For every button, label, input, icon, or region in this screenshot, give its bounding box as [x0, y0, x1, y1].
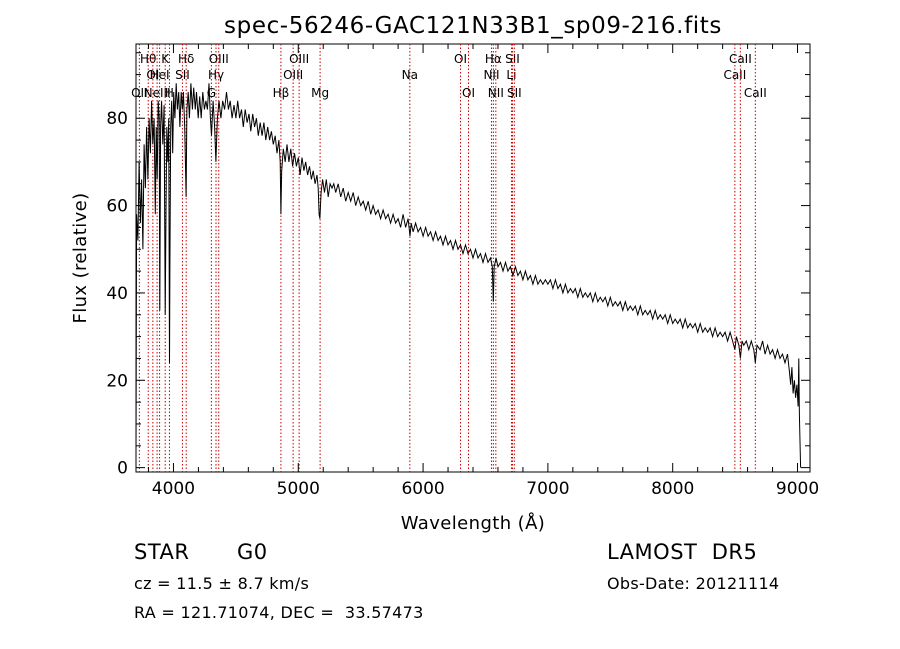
x-tick-label: 9000 — [776, 479, 819, 499]
x-tick-label: 7000 — [526, 479, 569, 499]
spectral-line-label: Na — [402, 68, 418, 82]
spectral-line-label: Li — [506, 68, 516, 82]
spectral-line-label: SII — [507, 86, 522, 100]
spectral-line-label: NII — [483, 68, 499, 82]
observation-date: Obs-Date: 20121114 — [607, 574, 780, 593]
y-tick-label: 80 — [106, 109, 128, 129]
spectral-line-label: OIII — [209, 52, 229, 66]
spectrum-series-line — [135, 83, 802, 468]
spectral-line-label: SII — [175, 68, 190, 82]
spectral-line-label: Mg — [311, 86, 329, 100]
spectral-line-label: OI — [462, 86, 475, 100]
x-tick-label: 8000 — [651, 479, 694, 499]
object-subclass: G0 — [237, 540, 268, 564]
axis-ticks: 4000 5000 6000 7000 8000 9000 0 20 40 60 80 — [106, 44, 819, 499]
chart-title: spec-56246-GAC121N33B1_sp09-216.fits — [224, 13, 722, 39]
y-tick-label: 20 — [106, 371, 128, 391]
spectral-line-label: H — [165, 86, 174, 100]
spectral-line-label: Hα — [485, 52, 502, 66]
spectral-line-label: Hδ — [178, 52, 194, 66]
y-tick-label: 0 — [117, 459, 128, 479]
spectral-line-label: HeI — [150, 68, 170, 82]
x-tick-label: 4000 — [152, 479, 195, 499]
spectral-line-label: Hθ — [140, 52, 156, 66]
ra-dec-coordinates: RA = 121.71074, DEC = 33.57473 — [134, 603, 424, 622]
spectral-line-label: SII — [505, 52, 520, 66]
spectral-line-label: OII — [131, 86, 148, 100]
spectral-line-label: OIII — [289, 52, 309, 66]
spectral-line-label: CaII — [729, 52, 752, 66]
x-tick-label: 5000 — [277, 479, 320, 499]
spectral-line-label: CaII — [744, 86, 767, 100]
y-axis-label: Flux (relative) — [70, 192, 91, 323]
spectral-line-label: OIII — [283, 68, 303, 82]
spectral-line-label: OI — [454, 52, 467, 66]
x-axis-label: Wavelength (Å) — [401, 512, 545, 534]
spectral-line-label: CaII — [723, 68, 746, 82]
spectral-line-markers: OIIHθOINeIIIHeIKHSIIHδGHγOIIIHβOIIIOIIIM… — [131, 44, 767, 472]
x-tick-label: 6000 — [401, 479, 444, 499]
spectral-line-label: Hβ — [273, 86, 290, 100]
spectral-line-label: K — [161, 52, 170, 66]
survey-release: LAMOST DR5 — [607, 540, 758, 564]
spectral-line-label: Hγ — [208, 68, 224, 82]
spectral-line-label: OI — [146, 68, 159, 82]
spectral-line-label: NII — [488, 86, 504, 100]
y-tick-label: 40 — [106, 284, 128, 304]
object-class: STAR — [134, 540, 190, 564]
y-tick-label: 60 — [106, 197, 128, 217]
spectral-line-label: G — [207, 86, 216, 100]
redshift-velocity: cz = 11.5 ± 8.7 km/s — [134, 574, 310, 593]
spectral-line-label: NeIII — [144, 86, 171, 100]
